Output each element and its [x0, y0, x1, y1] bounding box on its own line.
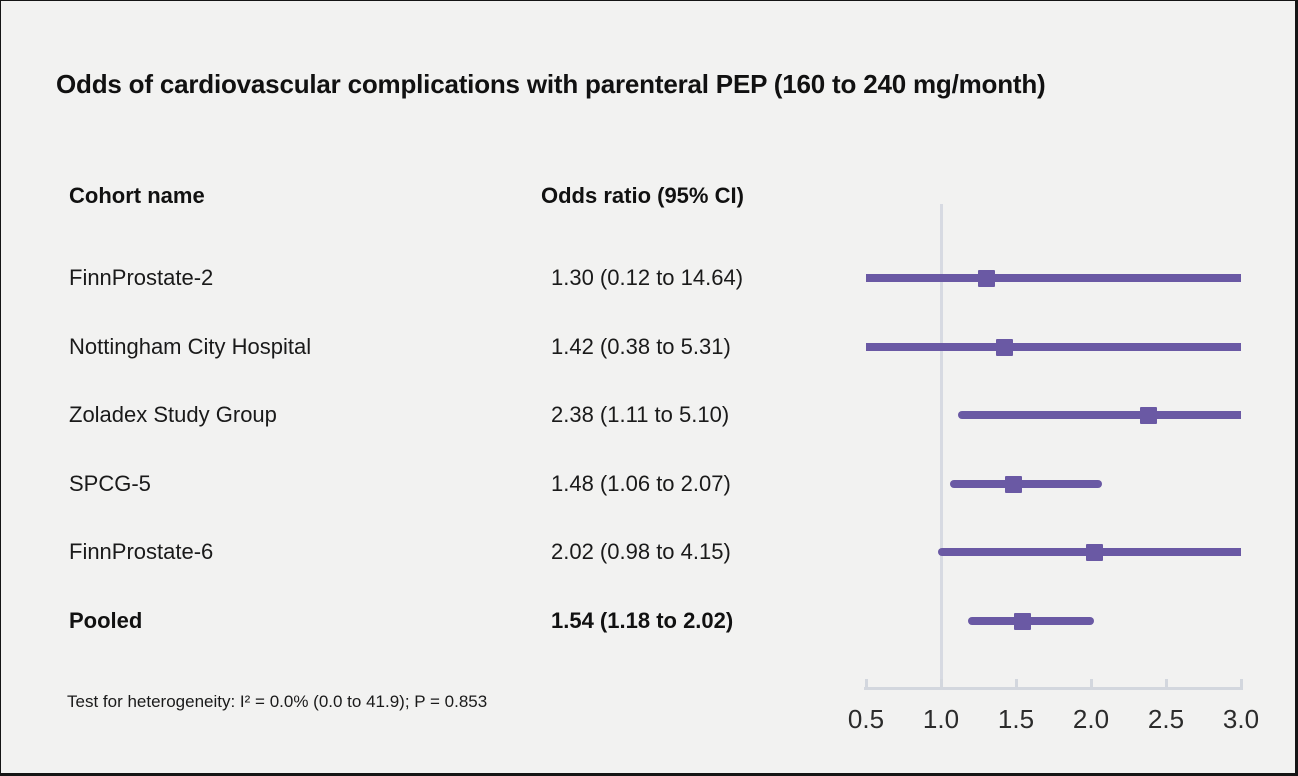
row-label: Nottingham City Hospital — [69, 334, 312, 359]
row-value: 1.54 (1.18 to 2.02) — [551, 608, 734, 633]
x-axis-tick — [939, 679, 943, 689]
row-value: 1.30 (0.12 to 14.64) — [551, 265, 744, 290]
odds-ratio-marker — [1013, 612, 1031, 630]
odds-ratio-marker — [995, 338, 1013, 356]
odds-ratio-marker — [1085, 543, 1103, 561]
odds-ratio-marker — [1004, 475, 1022, 493]
row-label: FinnProstate-2 — [69, 265, 214, 290]
odds-ratio-column-header: Odds ratio (95% CI) — [541, 183, 744, 208]
x-axis-tick — [1239, 679, 1243, 689]
row-value: 2.38 (1.11 to 5.10) — [551, 402, 730, 427]
x-axis-tick-label: 2.5 — [1147, 704, 1185, 734]
heterogeneity-footnote: Test for heterogeneity: I² = 0.0% (0.0 t… — [67, 692, 488, 711]
row-value: 1.42 (0.38 to 5.31) — [551, 334, 731, 359]
row-value: 1.48 (1.06 to 2.07) — [551, 471, 731, 496]
confidence-interval-line — [957, 411, 1241, 419]
reference-line — [939, 204, 943, 689]
x-axis-tick-label: 1.5 — [997, 704, 1035, 734]
x-axis-tick-label: 2.0 — [1072, 704, 1110, 734]
confidence-interval-line — [866, 274, 1241, 282]
cohort-name-column-header: Cohort name — [69, 183, 205, 208]
x-axis-tick — [864, 679, 868, 689]
confidence-interval-line — [968, 617, 1094, 625]
chart-title: Odds of cardiovascular complications wit… — [56, 69, 1046, 99]
row-value: 2.02 (0.98 to 4.15) — [551, 539, 731, 564]
row-label: Zoladex Study Group — [69, 402, 277, 427]
odds-ratio-marker — [977, 269, 995, 287]
x-axis-tick-label: 3.0 — [1222, 704, 1260, 734]
confidence-interval-line — [950, 480, 1102, 488]
x-axis-tick — [1089, 679, 1093, 689]
confidence-interval-line — [866, 343, 1241, 351]
row-label: SPCG-5 — [69, 471, 151, 496]
x-axis-tick-label: 1.0 — [922, 704, 960, 734]
x-axis-line — [864, 687, 1243, 690]
x-axis-tick — [1014, 679, 1018, 689]
odds-ratio-marker — [1139, 406, 1157, 424]
row-label: FinnProstate-6 — [69, 539, 214, 564]
x-axis-tick — [1164, 679, 1168, 689]
row-label: Pooled — [69, 608, 143, 633]
x-axis-tick-label: 0.5 — [847, 704, 885, 734]
